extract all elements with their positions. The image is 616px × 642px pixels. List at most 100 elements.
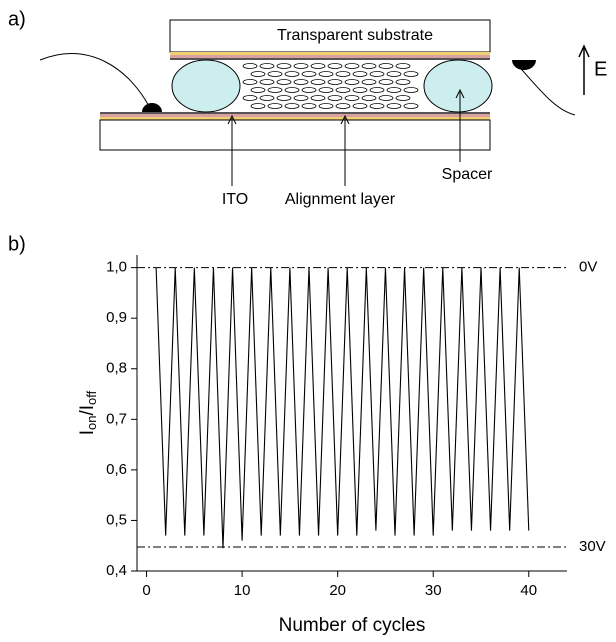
alignment-label: Alignment layer <box>285 191 396 208</box>
top-substrate <box>169 19 491 53</box>
lc-molecule <box>276 79 292 85</box>
y-axis-label-part: on <box>84 416 99 430</box>
lc-molecule <box>284 103 300 109</box>
lc-molecule <box>310 95 326 101</box>
lc-molecule <box>276 63 292 69</box>
ito-layer <box>170 52 490 55</box>
liquid-crystal <box>242 63 419 109</box>
y-tick-label: 1,0 <box>106 259 127 276</box>
lc-molecule <box>395 95 411 101</box>
arrowhead <box>455 88 465 99</box>
y-tick-label: 0,9 <box>106 309 127 326</box>
lc-molecule <box>361 95 377 101</box>
lc-molecule <box>378 79 394 85</box>
lc-molecule <box>250 71 266 77</box>
lc-molecule <box>344 63 360 69</box>
chart: 0,4 0,5 0,6 0,7 0,8 0,9 1,0 0 10 20 30 40 0V 30V Ion/I… <box>77 255 606 599</box>
x-axis-label: Number of cycles <box>279 615 426 636</box>
wire <box>514 61 576 116</box>
data-line <box>155 267 530 549</box>
lc-molecule <box>250 103 266 109</box>
bottom-substrate <box>99 119 491 151</box>
lc-molecule <box>386 87 402 93</box>
x-tick-label: 40 <box>520 582 537 599</box>
field-arrowhead <box>578 44 590 58</box>
lc-molecule <box>327 79 343 85</box>
y-axis-label-part: /I <box>77 405 98 416</box>
arrowhead <box>227 114 237 125</box>
lc-molecule <box>293 95 309 101</box>
x-tick-label: 30 <box>425 582 442 599</box>
lc-molecule <box>310 79 326 85</box>
lc-molecule <box>369 103 385 109</box>
x-tick-label: 10 <box>234 582 251 599</box>
lc-molecule <box>335 103 351 109</box>
alignment-layer <box>170 55 490 58</box>
wire <box>39 53 151 109</box>
y-axis-label: Ion/Ioff <box>77 390 99 435</box>
ito-layer <box>100 117 490 120</box>
lc-molecule <box>395 79 411 85</box>
y-axis-label-part: I <box>77 430 98 435</box>
lc-molecule <box>250 87 266 93</box>
lc-molecule <box>327 95 343 101</box>
lc-molecule <box>293 79 309 85</box>
electrode-contact <box>142 103 162 112</box>
lc-molecule <box>318 103 334 109</box>
lc-molecule <box>403 87 419 93</box>
x-tick-label: 0 <box>142 582 150 599</box>
lc-molecule <box>242 95 258 101</box>
lc-molecule <box>310 63 326 69</box>
lc-molecule <box>301 87 317 93</box>
lc-molecule <box>352 71 368 77</box>
y-tick-label: 0,7 <box>106 410 127 427</box>
lc-molecule <box>378 95 394 101</box>
lc-molecule <box>361 79 377 85</box>
spacer <box>171 59 241 113</box>
cell-diagram: a) Transparent substrate ITO Alignment l… <box>8 8 607 208</box>
lc-molecule <box>403 71 419 77</box>
field-label: E <box>594 58 607 80</box>
lc-molecule <box>344 95 360 101</box>
lc-molecule <box>242 79 258 85</box>
lc-molecule <box>318 71 334 77</box>
lc-molecule <box>335 87 351 93</box>
lc-molecule <box>301 71 317 77</box>
panel-label: b) <box>8 233 26 255</box>
lc-molecule <box>293 63 309 69</box>
spacer <box>423 59 493 113</box>
lc-molecule <box>344 79 360 85</box>
electrode-contact <box>512 60 536 70</box>
lc-molecule <box>352 103 368 109</box>
y-tick-label: 0,5 <box>106 511 127 528</box>
lc-molecule <box>259 79 275 85</box>
y-tick-label: 0,8 <box>106 360 127 377</box>
lc-molecule <box>259 63 275 69</box>
ito-label: ITO <box>222 191 248 208</box>
alignment-layer <box>100 114 490 117</box>
lc-molecule <box>301 103 317 109</box>
layer-edge <box>170 58 490 60</box>
lc-molecule <box>352 87 368 93</box>
lc-molecule <box>259 95 275 101</box>
lc-molecule <box>267 87 283 93</box>
lc-molecule <box>318 87 334 93</box>
layer-edge <box>100 112 490 114</box>
panel-label: a) <box>8 8 26 30</box>
lc-molecule <box>369 87 385 93</box>
lc-molecule <box>395 63 411 69</box>
lc-molecule <box>378 63 394 69</box>
arrowhead <box>340 114 350 125</box>
lc-molecule <box>361 63 377 69</box>
lc-molecule <box>335 71 351 77</box>
lc-molecule <box>386 71 402 77</box>
y-tick-label: 0,4 <box>106 562 127 579</box>
lc-molecule <box>267 103 283 109</box>
y-axis-label-part: off <box>84 390 99 405</box>
lc-molecule <box>284 71 300 77</box>
y-tick-label: 0,6 <box>106 461 127 478</box>
substrate-label: Transparent substrate <box>277 27 433 44</box>
lc-molecule <box>403 103 419 109</box>
lc-molecule <box>386 103 402 109</box>
